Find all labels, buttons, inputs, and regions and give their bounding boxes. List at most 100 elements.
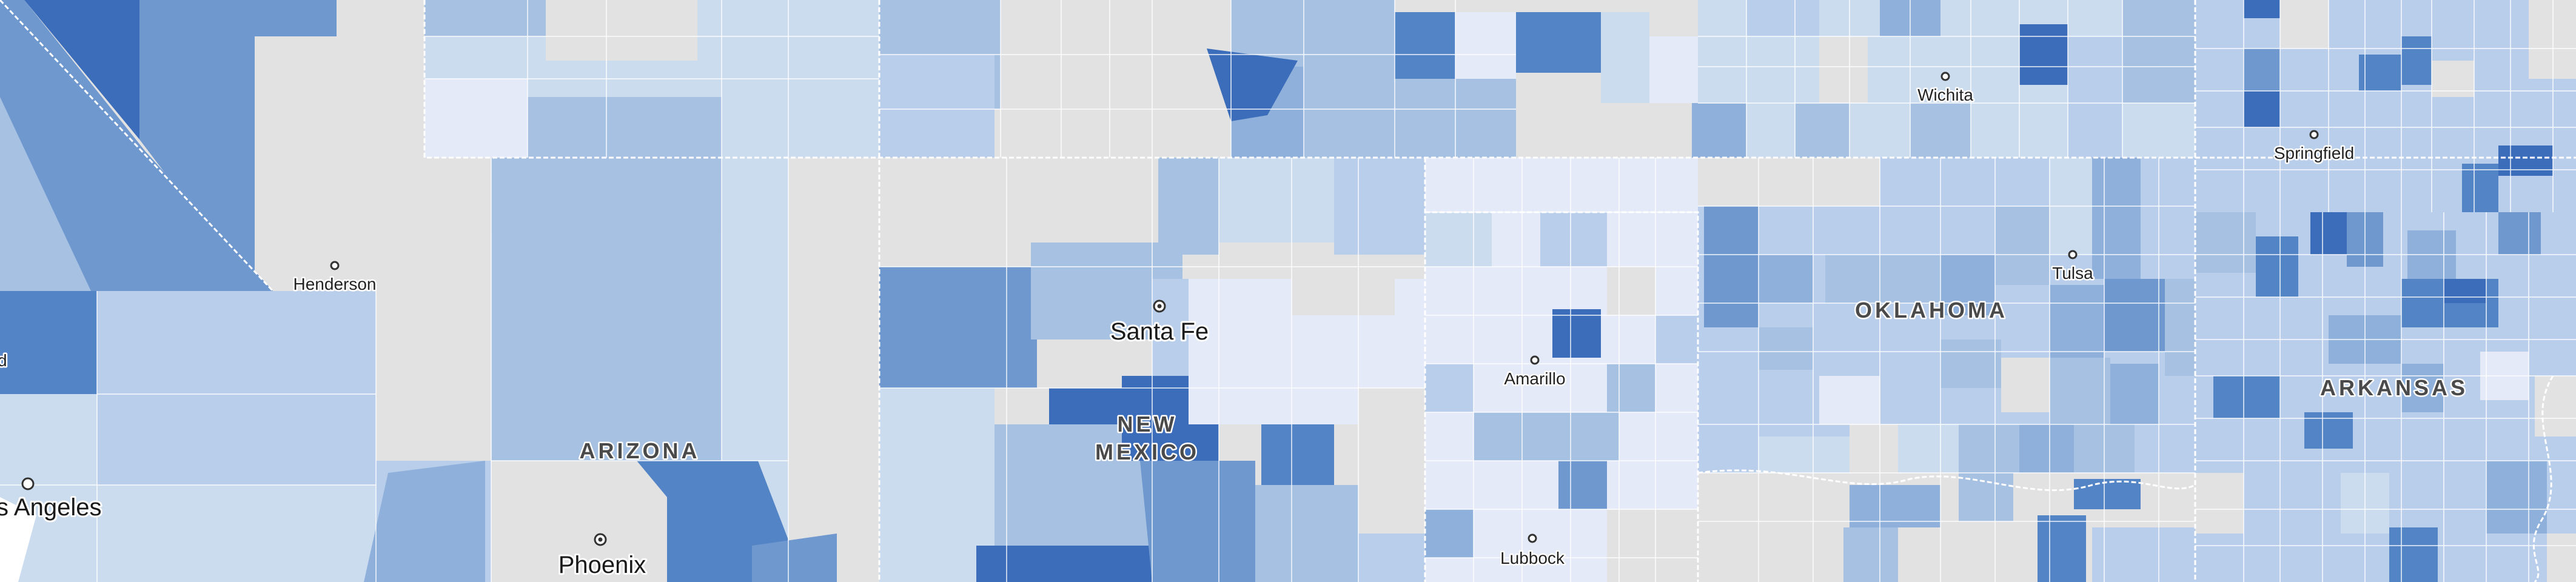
county-region [1813,158,1880,206]
county-region [2019,424,2074,473]
county-grid-line [879,158,1425,582]
county-region [976,546,1182,582]
county-region [546,0,697,61]
county-region [2050,285,2104,358]
state-label-new-mexico-1: NEW [1118,412,1178,436]
county-region [1607,364,1655,412]
county-region [722,158,788,540]
county-region [1455,12,1516,79]
county-region [2462,164,2498,212]
county-region [2104,279,2165,352]
county-region [376,158,491,461]
city-markers [21,72,2319,546]
county-region [2535,376,2576,436]
county-region [1759,255,1813,303]
county-region [1704,206,1759,327]
county-region [1001,0,1231,158]
county-region [491,485,667,582]
county-grid-line [1473,158,1656,582]
capital-dot-santa-fe [1157,304,1162,309]
county-region [2244,91,2280,127]
county-region [1395,12,1455,79]
county-region [1425,212,1492,267]
county-region [1940,340,2001,388]
county-region [1007,158,1152,267]
county-region [2195,0,2576,212]
county-region [1516,12,1601,73]
county-region [1158,158,1219,255]
capital-dots [598,304,1162,542]
county-region [24,0,139,139]
county-region [2304,412,2353,449]
county-region [1698,158,1813,206]
county-region [2019,24,2068,85]
county-region [1607,267,1655,315]
county-region [637,461,788,582]
county-region [2195,212,2256,273]
county-grid-line [1425,212,1698,558]
state-label-arkansas: ARKANSAS [2320,375,2468,400]
county-grid-line [424,0,879,158]
county-region [0,291,97,394]
county-region [2359,55,2401,91]
city-label-springfield: Springfield [2274,144,2354,162]
county-region [1540,212,1607,267]
state-border-line [423,0,2576,159]
county-region [1358,534,1425,582]
county-region [1649,36,1698,103]
state-border-line [1425,211,1699,582]
county-region [1898,424,1959,473]
county-region [2092,158,2141,279]
city-marker-lubbock [1528,534,1537,543]
county-region [491,158,722,461]
county-region [1959,424,2019,473]
capital-dot-phoenix [598,537,603,542]
county-region [1140,461,1255,582]
city-label-los-angeles: s Angeles [0,494,101,521]
county-region [1049,388,1122,424]
county-region [2038,515,2086,582]
county-region [2389,527,2438,582]
county-region [2195,473,2244,534]
county-region [2310,212,2347,255]
county-region [0,485,376,582]
county-region [1292,242,1395,315]
county-region [2256,236,2298,297]
city-label-lubbock: Lubbock [1500,549,1565,567]
county-region [139,0,337,291]
city-marker-los-angeles [21,477,35,490]
county-region [0,497,36,582]
county-grid-line [1698,206,2195,522]
state-label-new-mexico-2: MEXICO [1095,440,1199,464]
county-region [1819,376,1880,424]
county-region [1886,340,1940,388]
state-border-line [0,0,274,292]
county-region [1746,0,1819,36]
county-region [1795,103,1850,158]
city-marker-henderson [330,261,340,270]
county-region [364,461,485,582]
state-border-line [1697,469,2196,492]
county-region [995,424,1152,582]
county-region [0,97,91,291]
city-label-wichita: Wichita [1917,85,1973,104]
county-region [1607,509,1698,582]
county-region [1425,509,1474,558]
county-region [2001,358,2050,412]
county-region [2280,0,2329,48]
county-region [879,158,1007,267]
county-region [1843,527,1898,582]
city-label-amarillo: Amarillo [1504,369,1565,388]
county-region [1558,461,1607,509]
county-grid-line [1758,158,2159,582]
county-region [752,534,837,582]
county-region [1601,12,1649,103]
county-region [2050,358,2110,424]
county-region [2141,158,2195,242]
county-region [2068,36,2122,158]
county-region [2401,36,2432,85]
county-grid-line [0,158,789,582]
county-region [1940,255,1995,315]
